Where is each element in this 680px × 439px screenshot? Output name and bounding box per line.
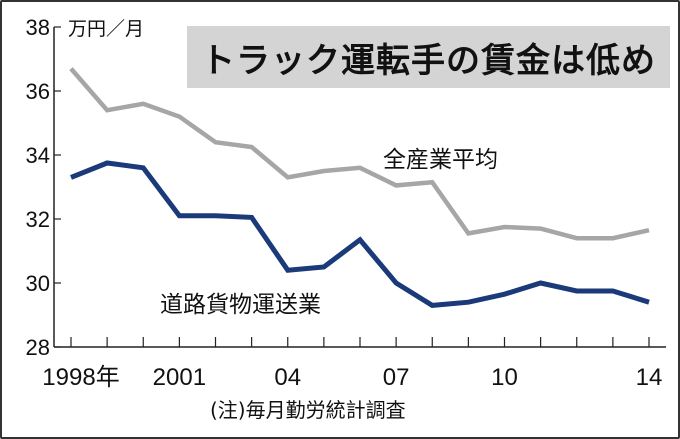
series-label-all-industries: 全産業平均 — [383, 147, 498, 173]
y-axis-unit-label: 万円／月 — [68, 18, 145, 40]
y-tick-label: 30 — [26, 271, 50, 296]
y-tick-label: 32 — [26, 207, 50, 232]
series-label-road-freight: 道路貨物運送業 — [160, 292, 321, 318]
x-tick-label: 07 — [383, 364, 410, 391]
source-note: (注)毎月勤労統計調査 — [210, 398, 406, 422]
x-tick-label: 10 — [491, 364, 518, 391]
x-tick-label: 1998年 — [42, 364, 119, 391]
x-tick-label: 14 — [636, 364, 663, 391]
chart-title-box: トラック運転手の賃金は低め — [187, 26, 670, 88]
y-tick-label: 38 — [26, 15, 50, 40]
chart-title: トラック運転手の賃金は低め — [201, 40, 656, 81]
y-tick-label: 34 — [26, 143, 50, 168]
x-tick-label: 2001 — [153, 364, 206, 391]
series-line-0 — [69, 67, 650, 241]
y-tick-label: 28 — [26, 335, 50, 360]
x-tick-label: 04 — [274, 364, 301, 391]
y-tick-label: 36 — [26, 79, 50, 104]
